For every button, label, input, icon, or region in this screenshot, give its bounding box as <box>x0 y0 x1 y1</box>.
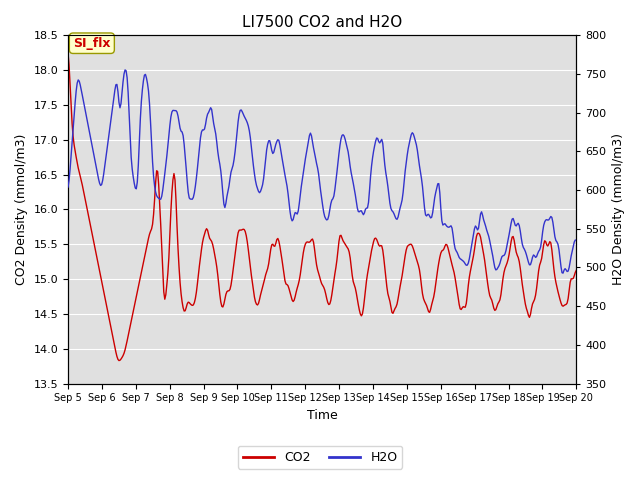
CO2 <box>115 358 123 363</box>
H2O <box>368 163 376 169</box>
Y-axis label: CO2 Density (mmol/m3): CO2 Density (mmol/m3) <box>15 134 28 285</box>
CO2 <box>572 267 580 273</box>
H2O <box>307 130 314 136</box>
H2O <box>310 145 317 151</box>
CO2 <box>482 265 490 271</box>
H2O <box>563 267 570 273</box>
H2O <box>572 237 580 243</box>
Legend: CO2, H2O: CO2, H2O <box>237 446 403 469</box>
Y-axis label: H2O Density (mmol/m3): H2O Density (mmol/m3) <box>612 133 625 286</box>
CO2 <box>340 240 348 245</box>
H2O <box>559 270 567 276</box>
CO2 <box>561 302 569 308</box>
Line: H2O: H2O <box>68 70 576 273</box>
H2O <box>121 67 129 73</box>
H2O <box>340 133 348 139</box>
H2O <box>64 184 72 190</box>
CO2 <box>368 248 376 253</box>
H2O <box>482 223 490 229</box>
CO2 <box>64 50 72 56</box>
CO2 <box>310 239 317 245</box>
Line: CO2: CO2 <box>68 53 576 360</box>
Title: LI7500 CO2 and H2O: LI7500 CO2 and H2O <box>242 15 403 30</box>
Text: SI_flx: SI_flx <box>73 37 111 50</box>
X-axis label: Time: Time <box>307 409 337 422</box>
CO2 <box>307 239 314 244</box>
